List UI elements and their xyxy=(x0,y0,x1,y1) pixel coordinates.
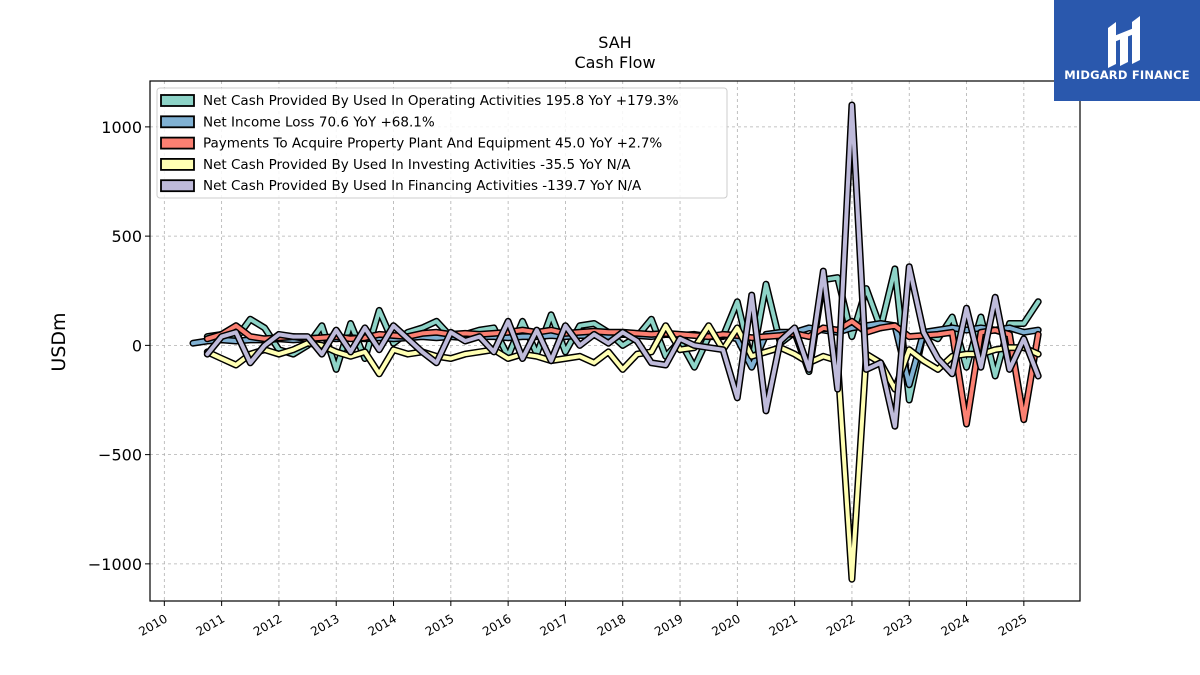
midgard-finance-logo: MIDGARD FINANCE xyxy=(1054,0,1200,101)
y-tick-label-4: 1000 xyxy=(101,118,142,137)
midgard-logo-icon xyxy=(1108,16,1140,68)
x-tick-label-10: 2020 xyxy=(709,611,742,638)
x-tick-label-2: 2012 xyxy=(251,611,284,638)
y-tick-label-0: −1000 xyxy=(88,555,142,574)
x-tick-label-13: 2023 xyxy=(881,611,914,638)
legend-label-4: Net Cash Provided By Used In Financing A… xyxy=(203,178,642,194)
y-axis-label: USDm xyxy=(48,312,70,371)
legend-swatch-4 xyxy=(160,179,195,193)
x-tick-label-6: 2016 xyxy=(480,611,513,638)
x-tick-label-5: 2015 xyxy=(423,611,456,638)
x-tick-label-12: 2022 xyxy=(824,611,857,638)
x-tick-label-7: 2017 xyxy=(537,611,570,638)
legend-label-2: Payments To Acquire Property Plant And E… xyxy=(203,136,662,152)
legend-swatch-2 xyxy=(160,136,195,150)
legend-box xyxy=(156,87,728,199)
y-tick-label-1: −500 xyxy=(98,446,142,465)
legend-swatch-1 xyxy=(160,115,195,129)
legend-label-0: Net Cash Provided By Used In Operating A… xyxy=(203,93,679,109)
logo-text: MIDGARD FINANCE xyxy=(1064,68,1190,82)
x-tick-label-0: 2010 xyxy=(136,611,169,638)
plot-frame xyxy=(149,80,1081,602)
chart-subtitle: Cash Flow xyxy=(574,53,655,72)
legend: Net Cash Provided By Used In Operating A… xyxy=(156,87,728,199)
legend-label-3: Net Cash Provided By Used In Investing A… xyxy=(203,157,631,173)
x-tick-label-15: 2025 xyxy=(996,611,1029,638)
x-tick-label-14: 2024 xyxy=(939,611,972,638)
x-tick-label-1: 2011 xyxy=(194,611,227,638)
x-tick-label-11: 2021 xyxy=(767,611,800,638)
x-tick-label-4: 2014 xyxy=(366,611,399,638)
legend-swatch-0 xyxy=(160,94,195,107)
series-4-line xyxy=(205,103,1041,429)
y-tick-label-2: 0 xyxy=(132,336,142,355)
series-lines xyxy=(189,101,1042,583)
y-tick-label-3: 500 xyxy=(111,227,142,246)
legend-swatch-3 xyxy=(160,157,195,171)
chart-title: SAH xyxy=(598,33,631,52)
x-tick-label-9: 2019 xyxy=(652,611,685,638)
x-tick-label-8: 2018 xyxy=(595,611,628,638)
x-tick-label-3: 2013 xyxy=(308,611,341,638)
legend-label-1: Net Income Loss 70.6 YoY +68.1% xyxy=(203,114,435,130)
